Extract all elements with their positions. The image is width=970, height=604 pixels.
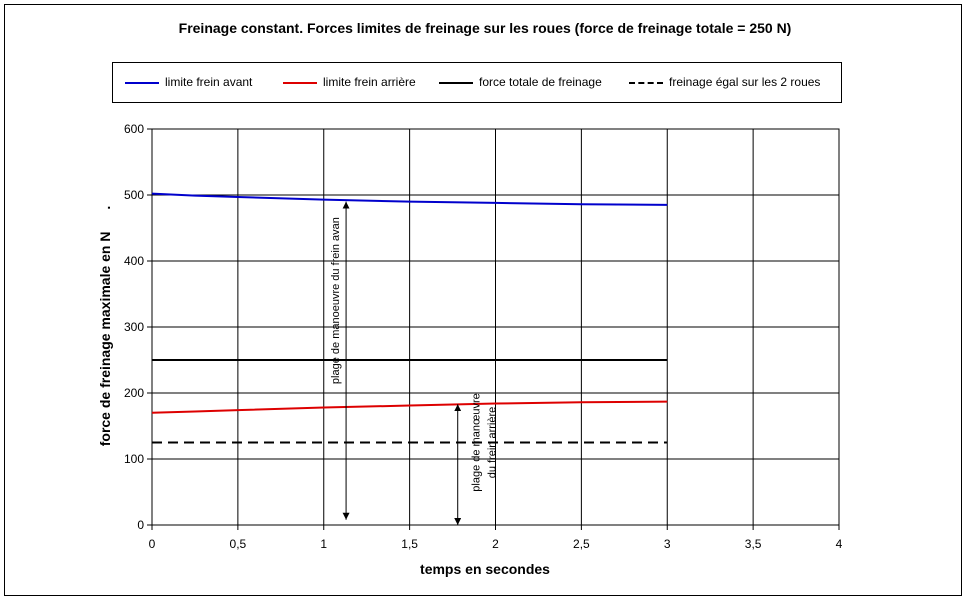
rear-brake-range-label-2: du frein arrière	[487, 407, 499, 479]
rear-brake-range-label-1: plage de manœuvre	[471, 393, 483, 491]
y-tick-label: 100	[124, 452, 144, 466]
legend-swatch-front	[125, 82, 159, 84]
y-tick-label: 500	[124, 188, 144, 202]
x-tick-label: 1	[320, 537, 327, 551]
x-tick-label: 2	[492, 537, 499, 551]
y-tick-label: 600	[124, 122, 144, 136]
y-tick-label: 400	[124, 254, 144, 268]
x-tick-label: 3	[664, 537, 671, 551]
y-axis-label-text: force de freinage maximale en N	[97, 231, 113, 447]
front-brake-range-label: plage de manoeuvre du frein avan	[330, 217, 342, 384]
legend-label-front: limite frein avant	[165, 75, 253, 89]
legend-swatch-equal	[629, 82, 663, 84]
plot-border	[151, 128, 840, 526]
x-tick-label: 2,5	[573, 537, 590, 551]
legend-swatch-total	[439, 82, 473, 84]
legend-label-total: force totale de freinage	[479, 75, 602, 89]
y-tick-label: 0	[137, 518, 144, 532]
y-tick-label: 300	[124, 320, 144, 334]
legend: limite frein avant limite frein arrière …	[112, 62, 842, 103]
y-tick-label: 200	[124, 386, 144, 400]
y-axis-label-suffix: .	[97, 205, 113, 210]
legend-label-rear: limite frein arrière	[323, 75, 416, 89]
x-tick-label: 3,5	[745, 537, 762, 551]
x-tick-label: 0,5	[230, 537, 247, 551]
x-axis-label: temps en secondes	[420, 561, 550, 577]
series-rear-brake-limit	[151, 400, 668, 414]
series-front-brake-limit	[151, 192, 668, 206]
x-tick-label: 4	[836, 537, 843, 551]
y-axis-label: force de freinage maximale en N .	[97, 206, 113, 447]
legend-swatch-rear	[283, 82, 317, 84]
legend-label-equal: freinage égal sur les 2 roues	[669, 75, 821, 89]
x-tick-label: 1,5	[401, 537, 418, 551]
chart-title: Freinage constant. Forces limites de fre…	[178, 20, 792, 36]
x-tick-label: 0	[149, 537, 156, 551]
